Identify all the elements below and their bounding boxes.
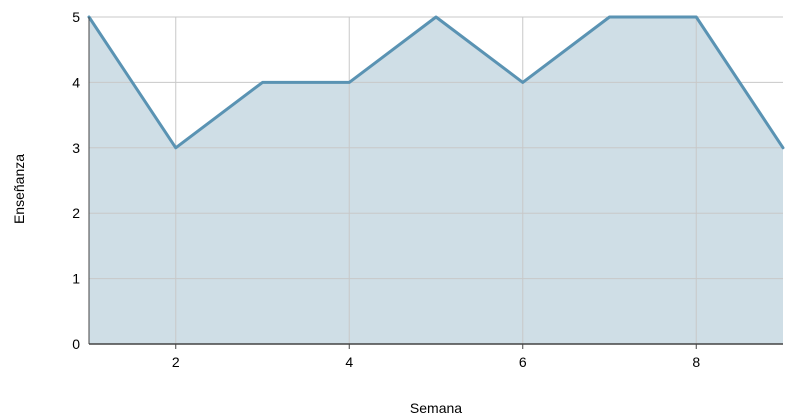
area-fill bbox=[89, 17, 783, 344]
x-axis-title: Semana bbox=[410, 400, 462, 416]
x-tick-label: 4 bbox=[345, 354, 353, 370]
area-fill-layer bbox=[89, 17, 783, 344]
y-tick-label: 4 bbox=[72, 74, 80, 90]
y-tick-label: 3 bbox=[72, 140, 80, 156]
y-tick-label: 0 bbox=[72, 336, 80, 352]
x-tick-label: 8 bbox=[692, 354, 700, 370]
x-tick-label: 2 bbox=[172, 354, 180, 370]
x-tick-labels: 2 4 6 8 bbox=[172, 354, 701, 370]
y-tick-label: 5 bbox=[72, 9, 80, 25]
y-tick-label: 2 bbox=[72, 205, 80, 221]
y-axis-title: Enseñanza bbox=[11, 154, 27, 224]
axes bbox=[88, 17, 783, 349]
series-line bbox=[87, 15, 785, 150]
x-tick-label: 6 bbox=[519, 354, 527, 370]
series-line-layer bbox=[87, 15, 785, 150]
y-tick-label: 1 bbox=[72, 271, 80, 287]
y-tick-labels: 0 1 2 3 4 5 bbox=[72, 9, 80, 352]
